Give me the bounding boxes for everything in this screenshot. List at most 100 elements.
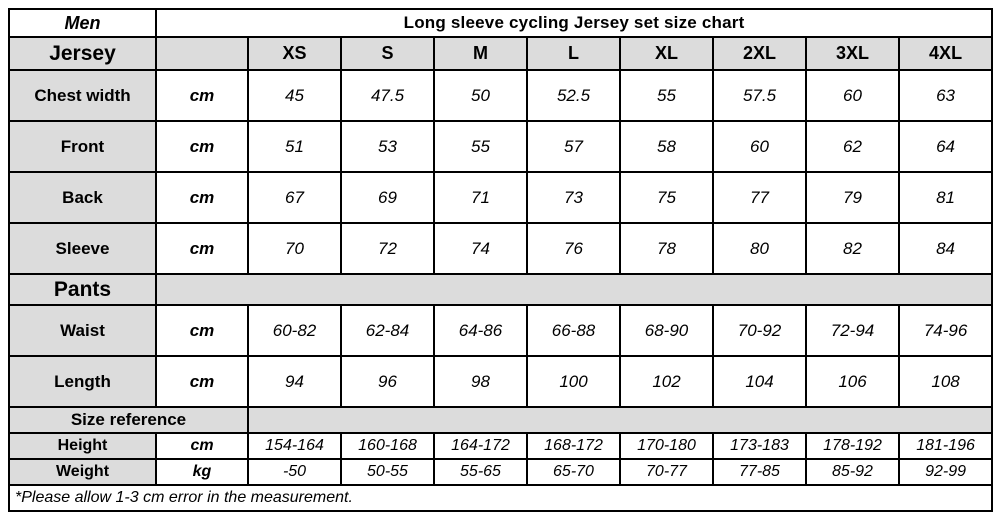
value-cell: 65-70 bbox=[526, 458, 621, 486]
value-cell: 64 bbox=[897, 120, 994, 173]
value-cell: 72-94 bbox=[805, 304, 900, 357]
value-cell: 100 bbox=[526, 355, 621, 408]
value-cell: 181-196 bbox=[897, 432, 994, 460]
value-cell: 60 bbox=[805, 69, 900, 122]
value-cell: 75 bbox=[619, 171, 714, 224]
value-cell: 71 bbox=[433, 171, 528, 224]
value-cell: 106 bbox=[805, 355, 900, 408]
value-cell: 68-90 bbox=[619, 304, 714, 357]
row-label: Front bbox=[8, 120, 157, 173]
value-cell: 47.5 bbox=[340, 69, 435, 122]
value-cell: 62-84 bbox=[340, 304, 435, 357]
row-label: Back bbox=[8, 171, 157, 224]
unit-header-cell bbox=[155, 36, 249, 71]
footnote-row: *Please allow 1-3 cm error in the measur… bbox=[7, 484, 994, 512]
value-cell: -50 bbox=[247, 458, 342, 486]
value-cell: 77-85 bbox=[712, 458, 807, 486]
value-cell: 52.5 bbox=[526, 69, 621, 122]
size-column-header-s: S bbox=[340, 36, 435, 71]
value-cell: 69 bbox=[340, 171, 435, 224]
value-cell: 80 bbox=[712, 222, 807, 275]
value-cell: 63 bbox=[897, 69, 994, 122]
size-reference-header-row: Size reference bbox=[8, 406, 994, 434]
size-column-header-l: L bbox=[526, 36, 621, 71]
value-cell: 58 bbox=[619, 120, 714, 173]
value-cell: 168-172 bbox=[526, 432, 621, 460]
value-cell: 72 bbox=[340, 222, 435, 275]
size-column-header-4xl: 4XL bbox=[897, 36, 994, 71]
value-cell: 57.5 bbox=[712, 69, 807, 122]
row-label: Sleeve bbox=[8, 222, 157, 275]
size-chart: Men Long sleeve cycling Jersey set size … bbox=[7, 8, 994, 512]
value-cell: 164-172 bbox=[433, 432, 528, 460]
value-cell: 98 bbox=[433, 355, 528, 408]
unit-cell: cm bbox=[155, 432, 249, 460]
unit-cell: kg bbox=[155, 458, 249, 486]
unit-cell: cm bbox=[155, 171, 249, 224]
value-cell: 173-183 bbox=[712, 432, 807, 460]
table-row-weight: Weight kg -50 50-55 55-65 65-70 70-77 77… bbox=[8, 458, 994, 486]
value-cell: 81 bbox=[897, 171, 994, 224]
footnote: *Please allow 1-3 cm error in the measur… bbox=[7, 484, 994, 512]
row-label: Chest width bbox=[8, 69, 157, 122]
value-cell: 77 bbox=[712, 171, 807, 224]
value-cell: 104 bbox=[712, 355, 807, 408]
value-cell: 92-99 bbox=[897, 458, 994, 486]
unit-cell: cm bbox=[155, 304, 249, 357]
size-column-header-xs: XS bbox=[247, 36, 342, 71]
unit-cell: cm bbox=[155, 69, 249, 122]
value-cell: 78 bbox=[619, 222, 714, 275]
value-cell: 108 bbox=[897, 355, 994, 408]
row-label: Waist bbox=[8, 304, 157, 357]
table-row-waist: Waist cm 60-82 62-84 64-86 66-88 68-90 7… bbox=[8, 304, 994, 357]
title-row: Men Long sleeve cycling Jersey set size … bbox=[8, 8, 994, 38]
value-cell: 55 bbox=[433, 120, 528, 173]
value-cell: 96 bbox=[340, 355, 435, 408]
value-cell: 84 bbox=[897, 222, 994, 275]
value-cell: 51 bbox=[247, 120, 342, 173]
pants-header-spacer bbox=[154, 273, 994, 306]
size-column-header-2xl: 2XL bbox=[712, 36, 807, 71]
row-label: Weight bbox=[8, 458, 157, 486]
size-column-header-3xl: 3XL bbox=[805, 36, 900, 71]
value-cell: 85-92 bbox=[805, 458, 900, 486]
value-cell: 50 bbox=[433, 69, 528, 122]
pants-header-row: Pants bbox=[8, 273, 994, 306]
table-row-back: Back cm 67 69 71 73 75 77 79 81 bbox=[8, 171, 994, 224]
value-cell: 62 bbox=[805, 120, 900, 173]
row-label: Height bbox=[8, 432, 157, 460]
value-cell: 70-77 bbox=[619, 458, 714, 486]
unit-cell: cm bbox=[155, 355, 249, 408]
value-cell: 60 bbox=[712, 120, 807, 173]
value-cell: 60-82 bbox=[247, 304, 342, 357]
unit-cell: cm bbox=[155, 222, 249, 275]
size-chart-table: Men Long sleeve cycling Jersey set size … bbox=[7, 8, 994, 512]
jersey-header-row: Jersey XS S M L XL 2XL 3XL 4XL bbox=[8, 36, 994, 71]
value-cell: 70 bbox=[247, 222, 342, 275]
value-cell: 82 bbox=[805, 222, 900, 275]
value-cell: 67 bbox=[247, 171, 342, 224]
unit-cell: cm bbox=[155, 120, 249, 173]
value-cell: 70-92 bbox=[712, 304, 807, 357]
value-cell: 74 bbox=[433, 222, 528, 275]
size-reference-spacer bbox=[246, 406, 994, 434]
section-header-jersey: Jersey bbox=[8, 36, 157, 71]
table-row-height: Height cm 154-164 160-168 164-172 168-17… bbox=[8, 432, 994, 460]
value-cell: 55 bbox=[619, 69, 714, 122]
table-row-length: Length cm 94 96 98 100 102 104 106 108 bbox=[8, 355, 994, 408]
value-cell: 73 bbox=[526, 171, 621, 224]
section-header-size-reference: Size reference bbox=[8, 406, 249, 434]
value-cell: 102 bbox=[619, 355, 714, 408]
value-cell: 50-55 bbox=[340, 458, 435, 486]
value-cell: 154-164 bbox=[247, 432, 342, 460]
table-row-sleeve: Sleeve cm 70 72 74 76 78 80 82 84 bbox=[8, 222, 994, 275]
value-cell: 53 bbox=[340, 120, 435, 173]
value-cell: 170-180 bbox=[619, 432, 714, 460]
value-cell: 160-168 bbox=[340, 432, 435, 460]
size-column-header-xl: XL bbox=[619, 36, 714, 71]
value-cell: 79 bbox=[805, 171, 900, 224]
chart-title: Long sleeve cycling Jersey set size char… bbox=[154, 8, 994, 38]
value-cell: 178-192 bbox=[805, 432, 900, 460]
value-cell: 57 bbox=[526, 120, 621, 173]
value-cell: 76 bbox=[526, 222, 621, 275]
